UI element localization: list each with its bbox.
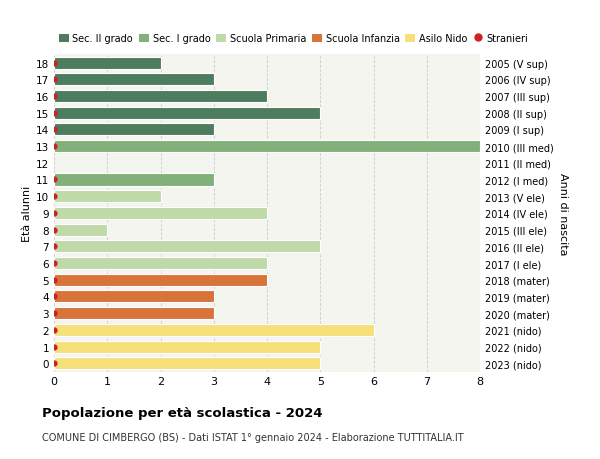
Bar <box>54 341 320 353</box>
Bar <box>54 308 214 319</box>
Bar <box>54 174 214 186</box>
Bar <box>54 224 107 236</box>
Text: Popolazione per età scolastica - 2024: Popolazione per età scolastica - 2024 <box>42 406 323 419</box>
Bar <box>54 324 373 336</box>
Bar <box>54 191 161 203</box>
Bar <box>54 291 214 303</box>
Bar <box>54 141 480 153</box>
Bar <box>54 207 267 219</box>
Y-axis label: Anni di nascita: Anni di nascita <box>557 172 568 255</box>
Bar <box>54 274 267 286</box>
Bar <box>54 107 320 119</box>
Bar <box>54 257 267 269</box>
Bar <box>54 91 267 103</box>
Legend: Sec. II grado, Sec. I grado, Scuola Primaria, Scuola Infanzia, Asilo Nido, Stran: Sec. II grado, Sec. I grado, Scuola Prim… <box>59 34 529 44</box>
Bar <box>54 241 320 253</box>
Bar <box>54 57 161 69</box>
Text: COMUNE DI CIMBERGO (BS) - Dati ISTAT 1° gennaio 2024 - Elaborazione TUTTITALIA.I: COMUNE DI CIMBERGO (BS) - Dati ISTAT 1° … <box>42 432 464 442</box>
Bar <box>54 74 214 86</box>
Bar <box>54 124 214 136</box>
Y-axis label: Età alunni: Età alunni <box>22 185 32 241</box>
Bar <box>54 358 320 369</box>
